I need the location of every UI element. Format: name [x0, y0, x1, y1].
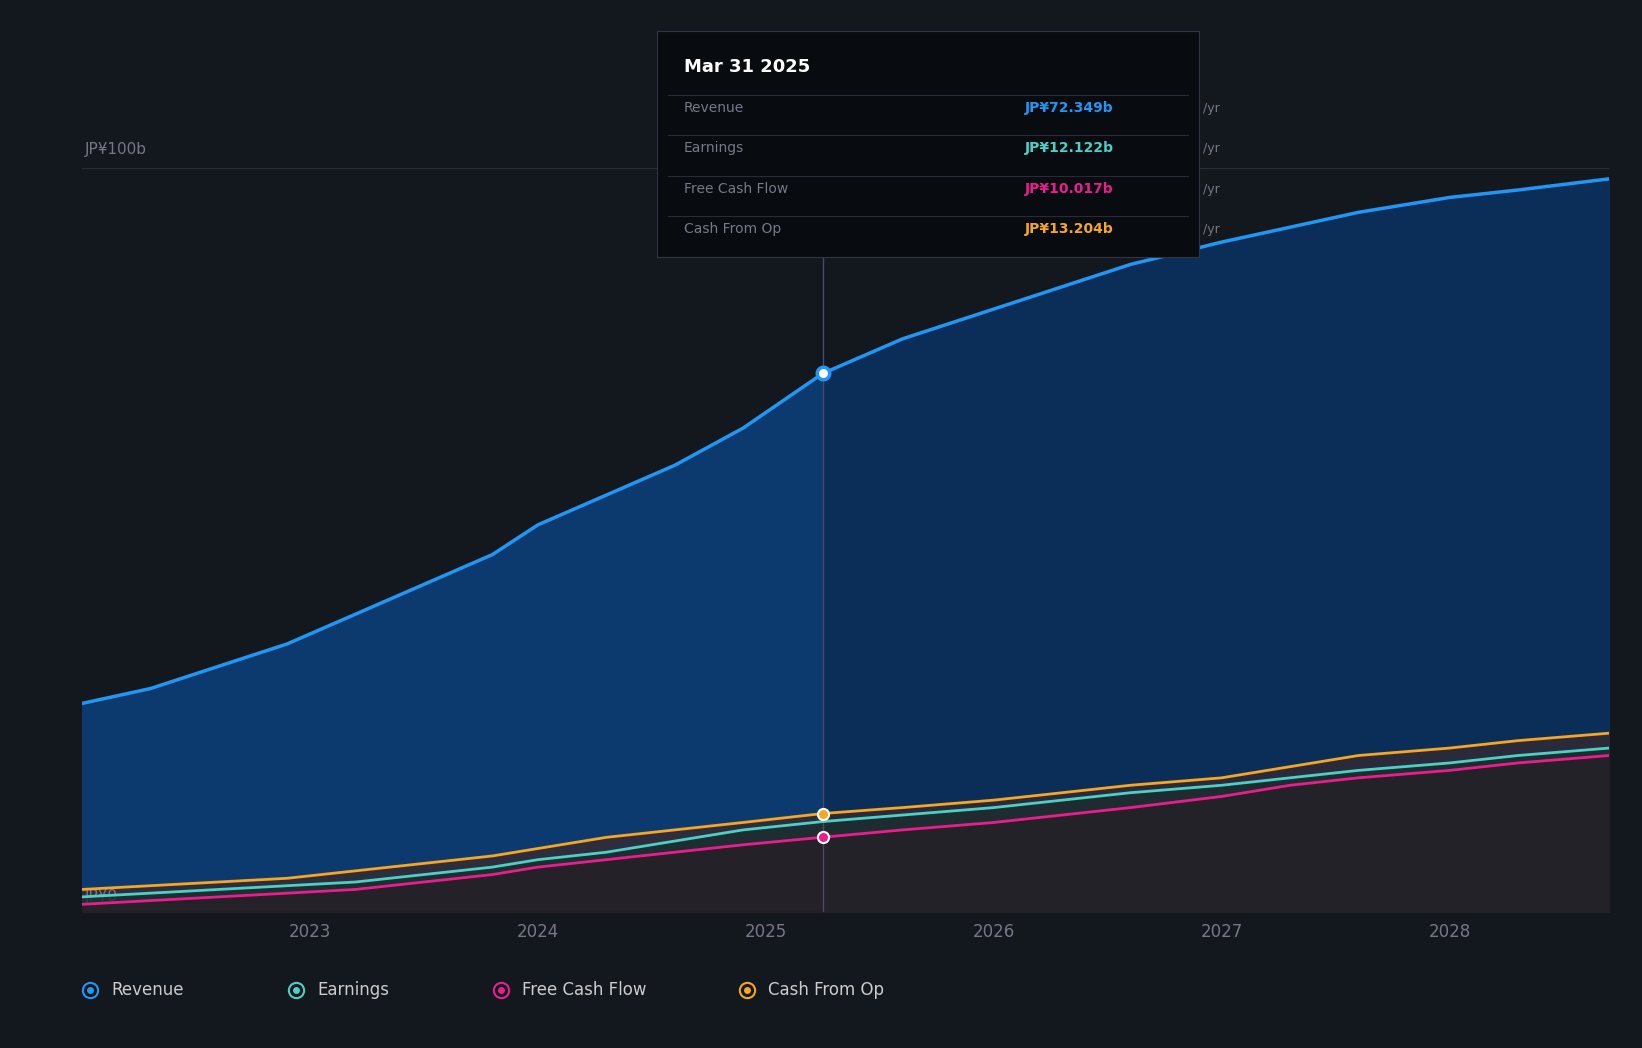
Text: /yr: /yr — [1199, 223, 1220, 237]
Text: JP¥0: JP¥0 — [85, 890, 118, 904]
Text: Mar 31 2025: Mar 31 2025 — [685, 59, 810, 77]
Text: Earnings: Earnings — [685, 141, 744, 155]
Text: Cash From Op: Cash From Op — [685, 222, 782, 237]
Text: /yr: /yr — [1199, 183, 1220, 196]
Text: Earnings: Earnings — [317, 981, 389, 1000]
Text: Revenue: Revenue — [112, 981, 184, 1000]
Text: Analysts Forecasts: Analysts Forecasts — [832, 190, 987, 208]
Text: Past: Past — [773, 190, 814, 208]
Text: JP¥100b: JP¥100b — [85, 141, 148, 156]
Text: /yr: /yr — [1199, 143, 1220, 155]
Text: Free Cash Flow: Free Cash Flow — [685, 182, 788, 196]
Text: Free Cash Flow: Free Cash Flow — [522, 981, 647, 1000]
Text: JP¥12.122b: JP¥12.122b — [1025, 141, 1115, 155]
Text: JP¥72.349b: JP¥72.349b — [1025, 101, 1113, 115]
Text: JP¥10.017b: JP¥10.017b — [1025, 182, 1113, 196]
Text: /yr: /yr — [1199, 102, 1220, 115]
Text: JP¥13.204b: JP¥13.204b — [1025, 222, 1113, 237]
Text: Revenue: Revenue — [685, 101, 744, 115]
Text: Cash From Op: Cash From Op — [768, 981, 885, 1000]
